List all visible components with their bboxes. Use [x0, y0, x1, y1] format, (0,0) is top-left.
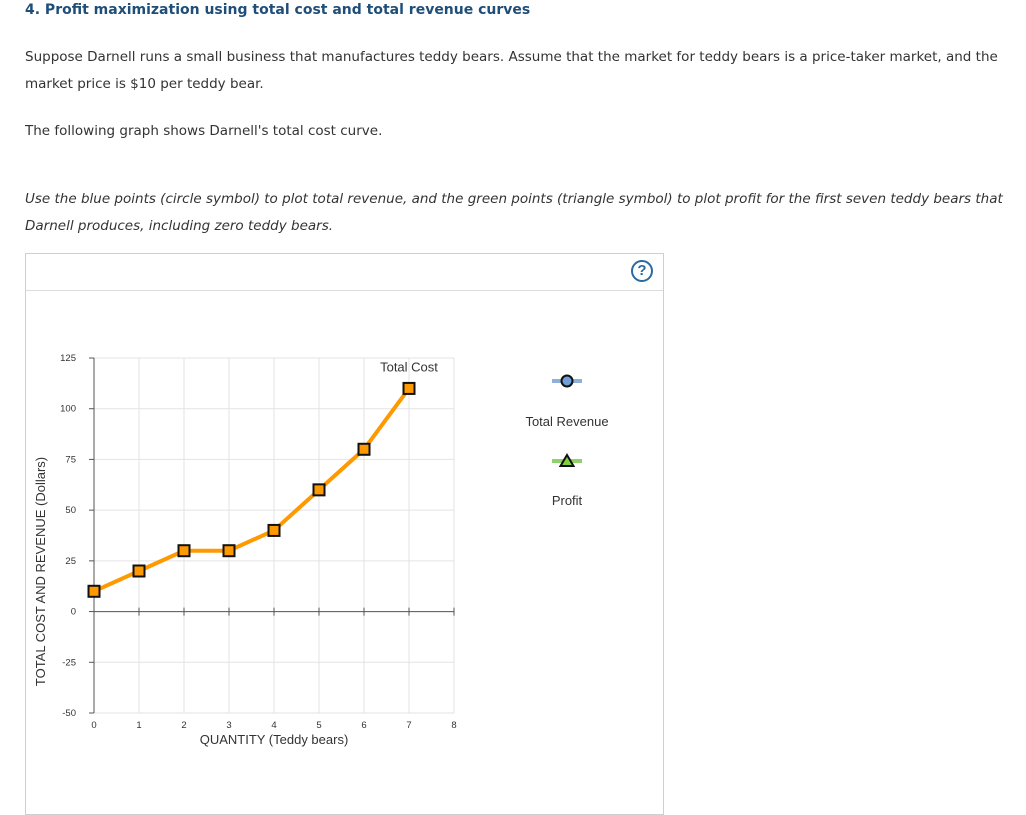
x-tick-label: 5 [316, 720, 321, 731]
total-cost-point[interactable] [177, 544, 191, 558]
x-tick-label: 1 [136, 720, 141, 731]
x-tick-label: 6 [361, 720, 366, 731]
chart-series [87, 381, 416, 598]
question-title: 4. Profit maximization using total cost … [25, 2, 531, 18]
legend-profit-label: Profit [552, 493, 583, 508]
total-cost-point[interactable] [222, 544, 236, 558]
x-tick-label: 2 [181, 720, 186, 731]
legend-total-revenue-label: Total Revenue [525, 414, 608, 429]
graph-panel-toolbar: ? [26, 254, 663, 291]
legend-total-revenue[interactable]: Total Revenue [525, 374, 609, 430]
question-paragraph-graph: The following graph shows Darnell's tota… [25, 123, 383, 139]
total-cost-point[interactable] [132, 564, 146, 578]
total-cost-point[interactable] [357, 442, 371, 456]
total-cost-point[interactable] [312, 483, 326, 497]
total-cost-series-label: Total Cost [380, 359, 438, 374]
question-instruction: Use the blue points (circle symbol) to p… [25, 191, 1003, 234]
y-tick-label: 0 [71, 607, 76, 618]
y-tick-label: 75 [65, 454, 76, 465]
y-tick-label: 125 [60, 353, 76, 364]
total-cost-line [93, 387, 411, 594]
question-paragraph-market: Suppose Darnell runs a small business th… [25, 49, 998, 92]
x-tick-label: 8 [451, 720, 456, 731]
legend-profit[interactable]: Profit [552, 453, 583, 508]
total-cost-revenue-chart[interactable]: -50 -25 0 25 50 75 100 125 0 1 2 3 4 5 6 7 8 QUANTITY (Te… [26, 254, 663, 802]
y-tick-label: 100 [60, 404, 76, 415]
y-tick-label: -25 [62, 657, 76, 668]
legend-profit-triangle-icon[interactable] [558, 453, 576, 467]
total-cost-point[interactable] [267, 523, 281, 537]
chart-axes [89, 357, 455, 714]
y-tick-label: 25 [65, 556, 76, 567]
total-cost-point[interactable] [402, 381, 416, 395]
x-axis-title: QUANTITY (Teddy bears) [200, 732, 349, 747]
total-cost-point[interactable] [87, 584, 101, 598]
graph-panel: ? -50 -25 0 25 50 75 100 125 0 1 2 3 4 5 6 7 8 QUANTITY (… [25, 253, 664, 815]
y-axis-title: TOTAL COST AND REVENUE (Dollars) [33, 457, 48, 686]
x-tick-label: 3 [226, 720, 231, 731]
legend-total-revenue-circle-icon[interactable] [560, 374, 574, 388]
question-circle-icon[interactable]: ? [631, 260, 653, 282]
x-tick-label: 0 [91, 720, 96, 731]
x-tick-label: 4 [271, 720, 276, 731]
y-tick-label: -50 [62, 708, 76, 719]
y-tick-label: 50 [65, 505, 76, 516]
x-tick-label: 7 [406, 720, 411, 731]
chart-labels: -50 -25 0 25 50 75 100 125 0 1 2 3 4 5 6 7 8 QUANTITY (Te… [33, 353, 457, 747]
